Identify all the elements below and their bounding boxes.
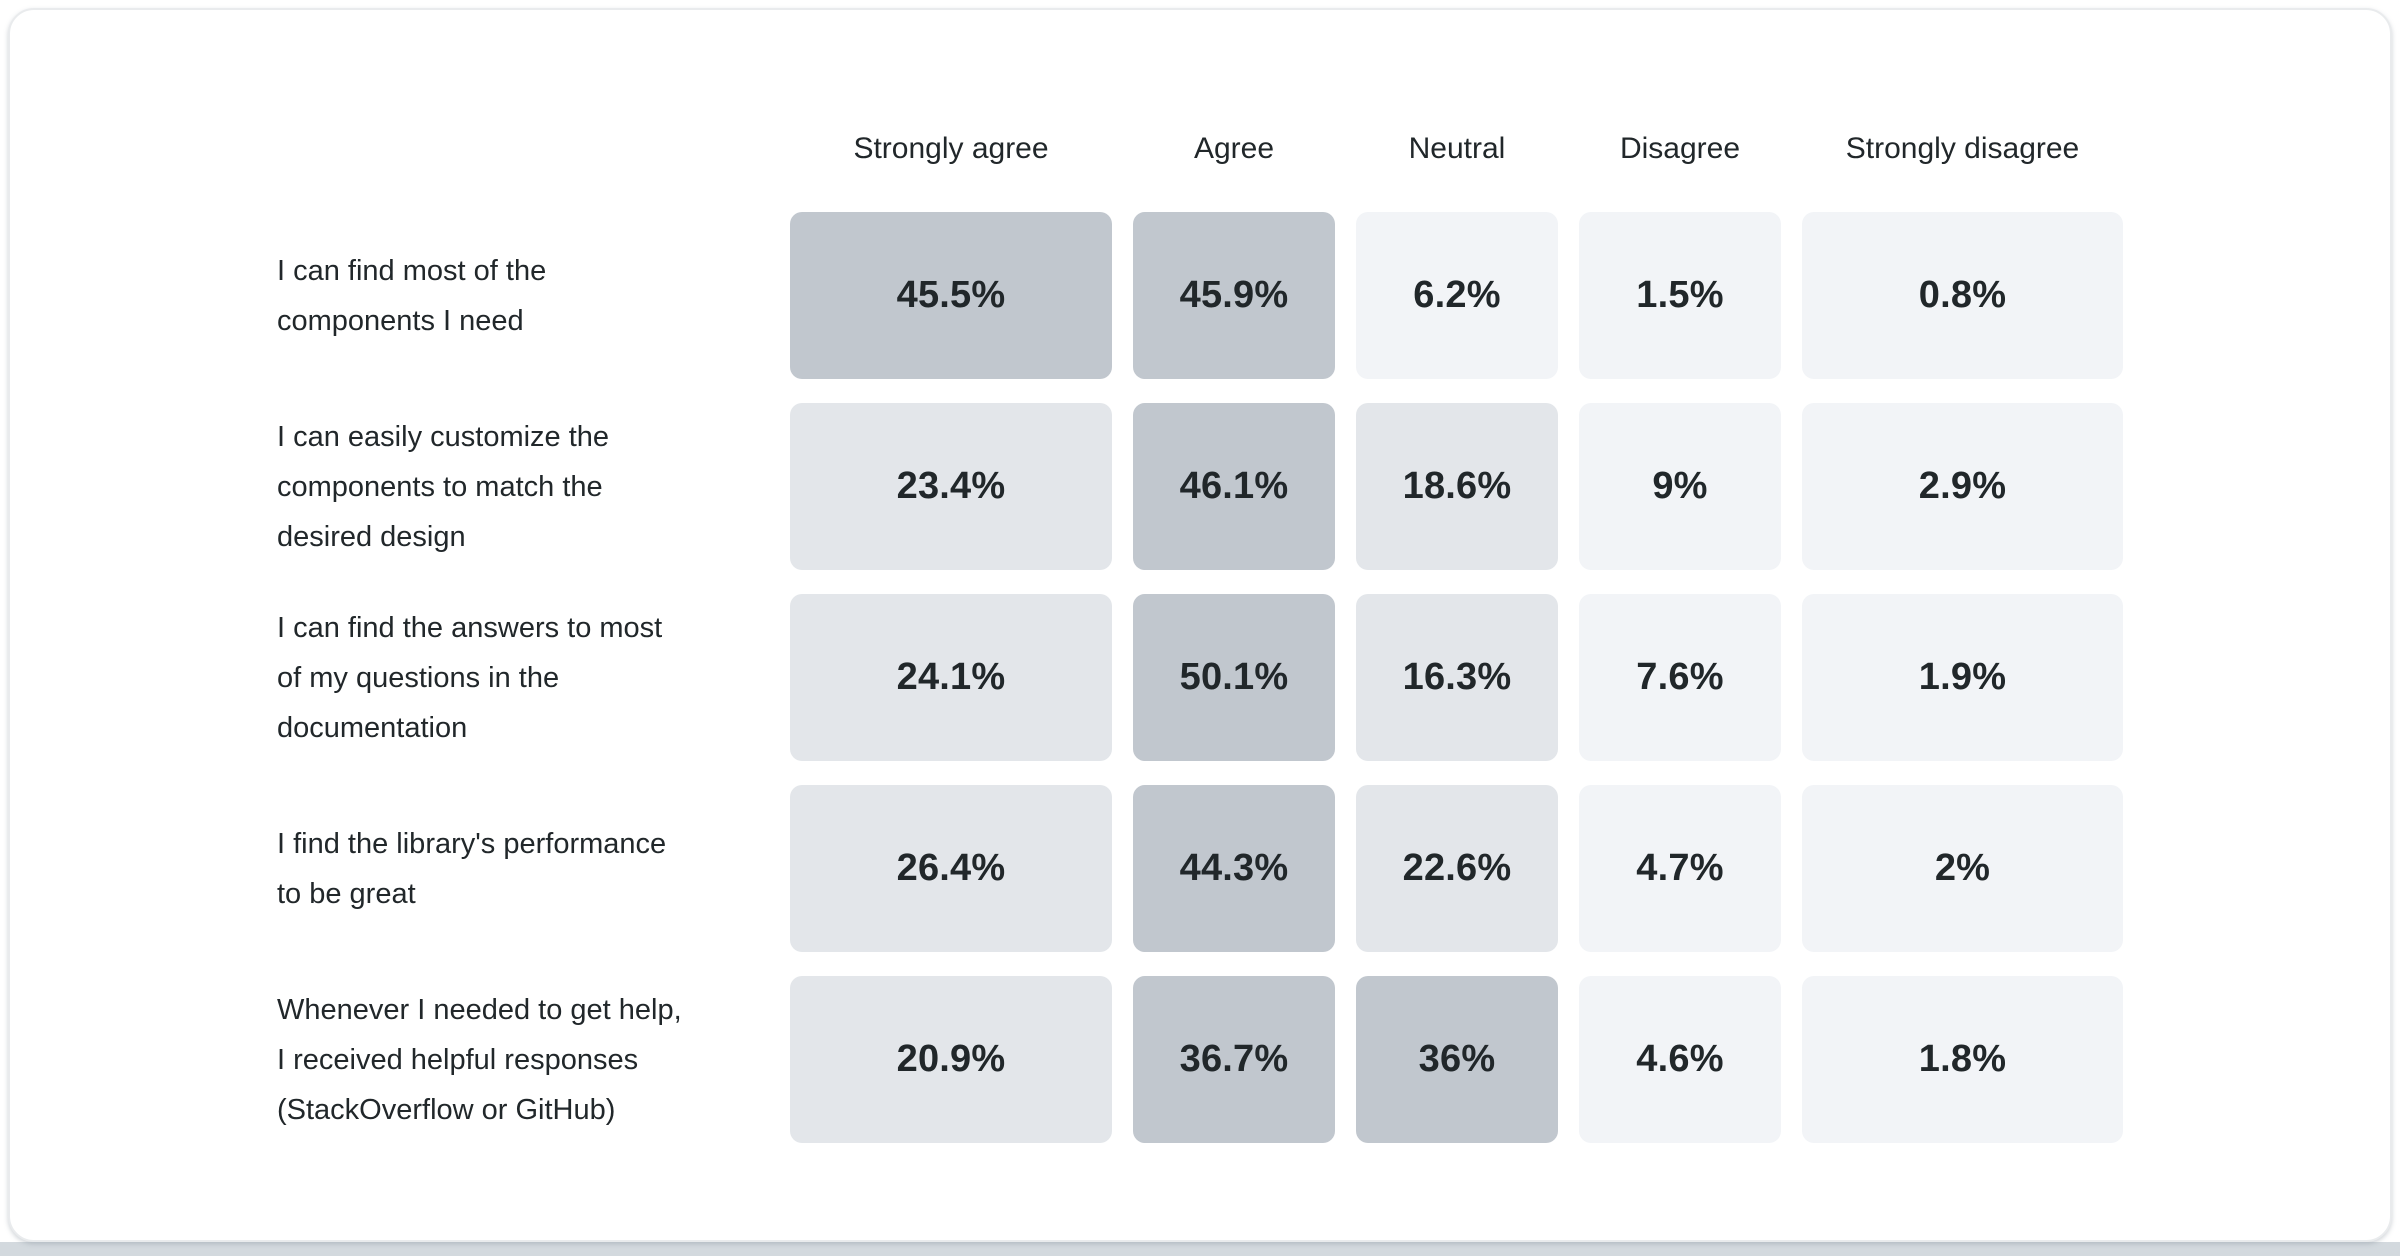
heatmap-cell: 23.4%: [790, 403, 1112, 570]
heatmap-cell: 24.1%: [790, 594, 1112, 761]
row-label-line: (StackOverflow or GitHub): [277, 1093, 616, 1126]
column-header: Disagree: [1619, 132, 1741, 165]
heatmap-cell: 36%: [1356, 976, 1558, 1143]
heatmap-cell: 0.8%: [1802, 212, 2123, 379]
heatmap-cell: 26.4%: [790, 785, 1112, 952]
column-header: Neutral: [1408, 132, 1506, 165]
row-label-line: I received helpful responses: [277, 1043, 639, 1076]
column-header: Agree: [1193, 132, 1275, 165]
row-label-line: I can find most of the: [277, 254, 547, 287]
heatmap-cell: 1.5%: [1579, 212, 1781, 379]
heatmap-cell: 46.1%: [1133, 403, 1335, 570]
row-label-line: documentation: [277, 711, 468, 744]
row-label: I can easily customize the components to …: [277, 403, 769, 570]
heatmap-cell: 6.2%: [1356, 212, 1558, 379]
survey-results-card: Strongly agree Agree Neutral Disagree Strong…: [8, 8, 2392, 1242]
row-label-line: to be great: [277, 877, 416, 910]
heatmap-cell: 50.1%: [1133, 594, 1335, 761]
row-label: Whenever I needed to get help, I received…: [277, 976, 769, 1143]
row-label-line: of my questions in the: [277, 661, 560, 694]
column-header: Strongly agree: [853, 132, 1049, 165]
row-label-line: components to match the: [277, 470, 603, 503]
row-label-line: I can easily customize the: [277, 420, 610, 453]
row-label: I can find most of the components I need: [277, 212, 769, 379]
heatmap-cell: 45.5%: [790, 212, 1112, 379]
heatmap-cell: 1.8%: [1802, 976, 2123, 1143]
heatmap-cell: 44.3%: [1133, 785, 1335, 952]
heatmap-cell: 7.6%: [1579, 594, 1781, 761]
heatmap-cell: 20.9%: [790, 976, 1112, 1143]
column-header: Strongly disagree: [1845, 132, 2080, 165]
row-label-line: I can find the answers to most: [277, 611, 663, 644]
heatmap-cell: 16.3%: [1356, 594, 1558, 761]
row-label-line: Whenever I needed to get help,: [277, 993, 682, 1026]
heatmap-cell: 2%: [1802, 785, 2123, 952]
heatmap-cell: 22.6%: [1356, 785, 1558, 952]
heatmap-cell: 4.6%: [1579, 976, 1781, 1143]
heatmap-cell: 36.7%: [1133, 976, 1335, 1143]
row-label: I find the library's performance to be gr…: [277, 785, 769, 952]
heatmap-cell: 2.9%: [1802, 403, 2123, 570]
row-label-line: desired design: [277, 520, 466, 553]
heatmap-cell: 45.9%: [1133, 212, 1335, 379]
heatmap-cell: 9%: [1579, 403, 1781, 570]
bottom-strip: [0, 1242, 2400, 1256]
row-label-line: components I need: [277, 304, 524, 337]
row-label-line: I find the library's performance: [277, 827, 667, 860]
row-label: I can find the answers to most of my ques…: [277, 594, 769, 761]
corner-spacer: [277, 110, 769, 188]
heatmap-cell: 1.9%: [1802, 594, 2123, 761]
heatmap-cell: 4.7%: [1579, 785, 1781, 952]
heatmap-grid: Strongly agree Agree Neutral Disagree Strong…: [277, 110, 2123, 1143]
heatmap-cell: 18.6%: [1356, 403, 1558, 570]
